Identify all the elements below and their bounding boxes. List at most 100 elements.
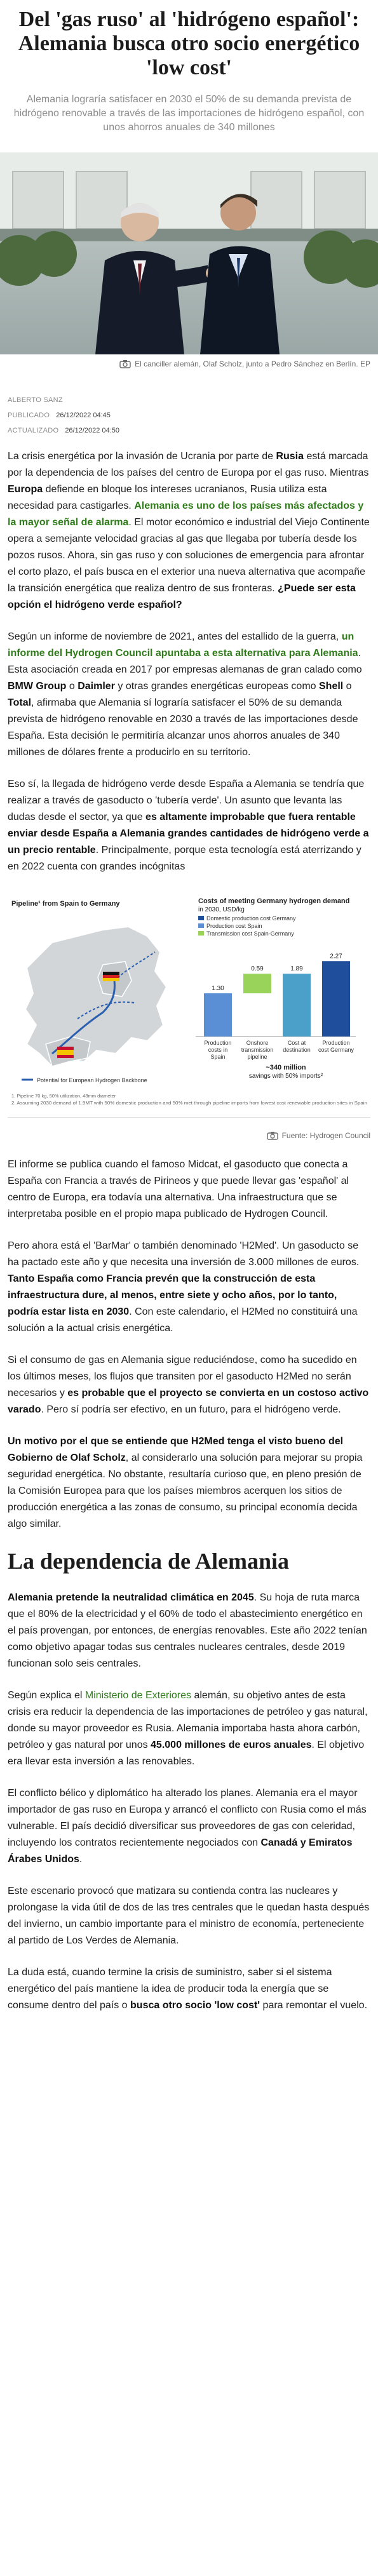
bar-4 [322, 961, 350, 1036]
updated-label: ACTUALIZADO [8, 427, 59, 434]
legend-label: Domestic production cost Germany [206, 915, 296, 922]
bold-span: Canadá y Emiratos Árabes Unidos [8, 1837, 353, 1865]
category-label-3: Cost at [288, 1040, 306, 1046]
bold-span: Shell [319, 681, 344, 692]
paragraph-8: Alemania pretende la neutralidad climáti… [8, 1590, 370, 1672]
article-photo[interactable] [0, 152, 378, 354]
map-legend-label: Potential for European Hydrogen Backbone [37, 1077, 147, 1083]
text-span: Eso sí, la llegada de hidrógeno verde de… [8, 779, 365, 822]
camera-icon [266, 1132, 278, 1140]
bold-span: es probable que el proyecto se convierta… [8, 1388, 369, 1415]
category-label-1: costs in [208, 1047, 228, 1053]
paragraph-11: Este escenario provocó que matizara su c… [8, 1886, 370, 1946]
bold-span: Europa [8, 484, 43, 495]
savings-annotation: ~340 million [266, 1064, 306, 1071]
chart-legend: Domestic production cost Germany Product… [198, 915, 296, 937]
ministry-link[interactable]: Ministerio de Exteriores [84, 1690, 192, 1701]
hydrogen-infographic: Pipeline¹ from Spain to Germany Poten [8, 892, 370, 1118]
published-label: PUBLICADO [8, 412, 50, 419]
category-label-2: pipeline [247, 1054, 267, 1060]
text-span: , afirmaba que Alemania sí lograría sati… [8, 697, 358, 758]
legend-label: Transmission cost Spain-Germany [206, 930, 294, 937]
bar-3 [283, 974, 311, 1036]
article-subtitle: Alemania lograría satisfacer en 2030 el … [13, 94, 365, 133]
photo-caption-text: El canciller alemán, Olaf Scholz, junto … [135, 359, 370, 368]
bold-span: Rusia [276, 451, 304, 462]
paragraph-2: Según un informe de noviembre de 2021, a… [8, 629, 370, 761]
photo-illustration [0, 152, 378, 354]
legend-swatch [198, 916, 204, 920]
bold-span: Alemania pretende la neutralidad climáti… [8, 1592, 254, 1603]
camera-icon [119, 360, 131, 368]
text-span: está marcada por la dependencia de los p… [8, 451, 369, 478]
text-span: Pero ahora está el 'BarMar' o también de… [8, 1240, 360, 1268]
infographic-source: Fuente: Hydrogen Council [8, 1131, 370, 1140]
text-span: . Su hoja de ruta marca que el 80% de la… [8, 1592, 367, 1669]
savings-annotation-sub: savings with 50% imports² [249, 1073, 323, 1080]
text-span: . El motor económico e industrial del Vi… [8, 517, 370, 594]
updated-date: 26/12/2022 04:50 [65, 427, 119, 434]
bar-value-label-3: 1.89 [290, 965, 303, 972]
map-title: Pipeline¹ from Spain to Germany [11, 900, 120, 908]
bar-1 [204, 993, 232, 1036]
article-body: La crisis energética por la invasión de … [8, 448, 370, 2014]
text-span: para remontar el vuelo. [260, 2000, 368, 2011]
text-span: . Pero sí podría ser efectivo, en un fut… [41, 1404, 341, 1415]
bold-span: busca otro socio 'low cost' [130, 2000, 260, 2011]
bar-value-label-2: 0.59 [251, 965, 264, 972]
category-label-3: destination [283, 1047, 311, 1053]
paragraph-9: Según explica el Ministerio de Exteriore… [8, 1687, 370, 1770]
category-label-1: Spain [210, 1054, 225, 1060]
bold-span: Total [8, 697, 32, 708]
text-span: El conflicto bélico y diplomático ha alt… [8, 1788, 367, 1848]
text-span: . El objetivo era llevar esta inversión … [8, 1740, 365, 1767]
bold-span: es altamente improbable que fuera rentab… [8, 812, 369, 855]
footnote-2: 2. Assuming 2030 demand of 1.9MT with 50… [11, 1100, 367, 1106]
bold-span: 45.000 millones de euros anuales [151, 1740, 312, 1750]
bar-2 [243, 974, 271, 993]
updated-row: ACTUALIZADO 26/12/2022 04:50 [8, 427, 370, 434]
spain-flag-icon [57, 1047, 74, 1058]
europe-map [24, 925, 168, 1068]
text-span: Si el consumo de gas en Alemania sigue r… [8, 1355, 357, 1399]
category-label-4: cost Germany [318, 1047, 354, 1053]
text-span: o [343, 681, 352, 692]
paragraph-12: La duda está, cuando termine la crisis d… [8, 1964, 370, 2014]
legend-label: Production cost Spain [206, 923, 262, 929]
highlight-span: Alemania es uno de los países más afecta… [8, 500, 364, 528]
bold-span: ¿Puede ser esta opción el hidrógeno verd… [8, 583, 356, 610]
text-span: . Con este calendario, el H2Med no const… [8, 1306, 358, 1334]
bold-span: BMW Group [8, 681, 67, 692]
photo-caption: El canciller alemán, Olaf Scholz, junto … [8, 359, 370, 368]
paragraph-3: Eso sí, la llegada de hidrógeno verde de… [8, 776, 370, 875]
category-label-2: transmission [241, 1047, 274, 1053]
infographic-source-text: Fuente: Hydrogen Council [281, 1131, 370, 1140]
section-title: La dependencia de Alemania [8, 1548, 290, 1574]
article-meta: ALBERTO SANZ PUBLICADO 26/12/2022 04:45 … [8, 396, 370, 434]
text-span: . Esta asociación creada en 2017 por emp… [8, 648, 362, 675]
bold-span: Tanto España como Francia prevén que la … [8, 1273, 337, 1317]
germany-flag-icon [103, 972, 119, 981]
text-span: Según explica el [8, 1690, 85, 1701]
paragraph-5: Pero ahora está el 'BarMar' o también de… [8, 1238, 370, 1337]
text-span: o [66, 681, 78, 692]
bold-span: Un motivo por el que se entiende que H2M… [8, 1436, 344, 1463]
category-label-2: Onshore [246, 1040, 269, 1046]
published-row: PUBLICADO 26/12/2022 04:45 [8, 412, 370, 419]
text-span: La duda está, cuando termine la crisis d… [8, 1967, 332, 2011]
text-span: Según un informe de noviembre de 2021, a… [8, 631, 342, 642]
chart-subtitle: in 2030, USD/kg [198, 906, 245, 913]
text-span: y otras grandes energéticas europeas com… [114, 681, 319, 692]
paragraph-1: La crisis energética por la invasión de … [8, 448, 370, 614]
bold-span: Daimler [78, 681, 115, 692]
text-span: defiende en bloque los intereses ucrania… [8, 484, 327, 511]
bar-value-label-1: 1.30 [212, 985, 224, 992]
paragraph-10: El conflicto bélico y diplomático ha alt… [8, 1785, 370, 1868]
bar-value-label-4: 2.27 [330, 953, 342, 960]
hydrogen-council-link[interactable]: un informe del Hydrogen Council apuntaba… [8, 631, 358, 659]
category-label-4: Production [322, 1040, 349, 1046]
author-name[interactable]: ALBERTO SANZ [8, 396, 63, 404]
text-span: , al considerarlo una solución para mejo… [8, 1452, 363, 1529]
